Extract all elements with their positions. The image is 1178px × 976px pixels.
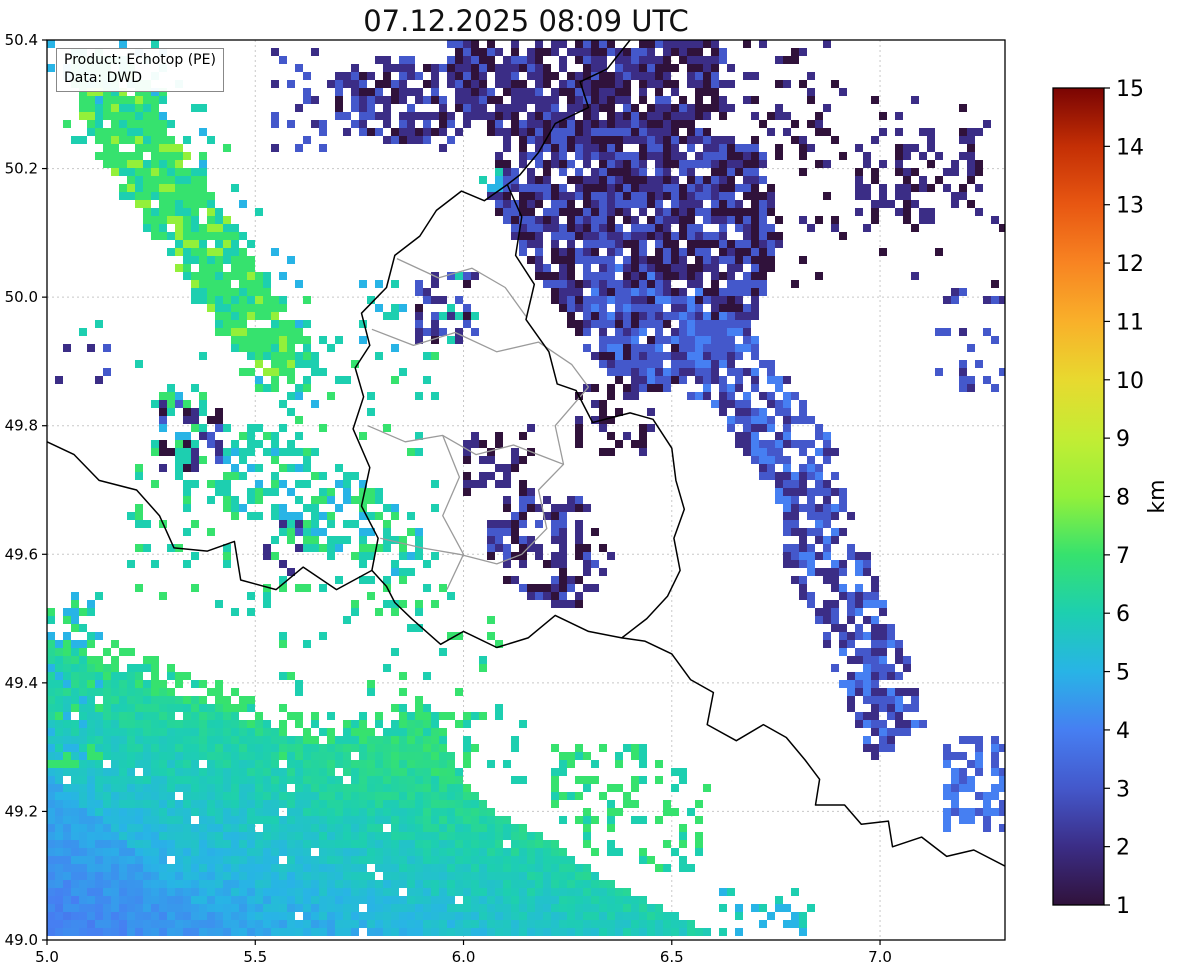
y-tick-label: 49.0: [5, 931, 38, 949]
y-tick-label: 49.4: [5, 674, 38, 692]
colorbar-tick-label: 12: [1116, 252, 1144, 277]
chart-title: 07.12.2025 08:09 UTC: [363, 4, 689, 38]
colorbar-tick-label: 8: [1116, 486, 1130, 511]
x-tick-label: 7.0: [868, 948, 892, 966]
colorbar-ticks: [1104, 87, 1110, 906]
x-tick-label: 5.5: [243, 948, 267, 966]
colorbar-tick-label: 3: [1116, 777, 1130, 802]
colorbar-tick-label: 11: [1116, 310, 1144, 335]
x-tick-label: 5.0: [35, 948, 59, 966]
plot-frame: [46, 39, 1006, 941]
product-label: Product: Echotop (PE): [64, 52, 216, 68]
data-source-label: Data: DWD: [64, 70, 142, 87]
y-tick-label: 50.0: [5, 288, 38, 306]
colorbar-unit-label: km: [1145, 479, 1170, 513]
district-borders: [367, 258, 590, 590]
x-tick-label: 6.0: [452, 948, 476, 966]
colorbar-tick-label: 6: [1116, 602, 1130, 627]
colorbar-tick-label: 4: [1116, 719, 1130, 744]
axis-ticks: [42, 39, 881, 945]
colorbar-tick-label: 5: [1116, 661, 1130, 686]
colorbar: [1052, 87, 1105, 906]
colorbar-tick-label: 13: [1116, 194, 1144, 219]
y-tick-label: 50.4: [5, 31, 38, 49]
y-tick-label: 50.2: [5, 160, 38, 178]
y-tick-label: 49.8: [5, 417, 38, 435]
y-tick-label: 49.6: [5, 545, 38, 563]
colorbar-tick-label: 9: [1116, 427, 1130, 452]
colorbar-tick-label: 7: [1116, 544, 1130, 569]
y-tick-label: 49.2: [5, 802, 38, 820]
colorbar-tick-label: 14: [1116, 135, 1144, 160]
radar-echotop-layer: [47, 40, 1005, 936]
colorbar-tick-label: 15: [1116, 77, 1144, 102]
colorbar-tick-label: 1: [1116, 894, 1130, 919]
colorbar-tick-label: 10: [1116, 369, 1144, 394]
product-info-box: Product: Echotop (PE) Data: DWD: [56, 48, 224, 92]
country-borders: [47, 40, 1005, 867]
colorbar-tick-label: 2: [1116, 836, 1130, 861]
x-tick-label: 6.5: [660, 948, 684, 966]
